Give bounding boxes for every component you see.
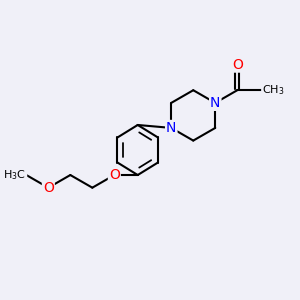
Text: H$_3$C: H$_3$C (3, 168, 26, 182)
Text: N: N (210, 96, 220, 110)
Text: O: O (232, 58, 243, 72)
Text: CH$_3$: CH$_3$ (262, 83, 284, 97)
Text: O: O (43, 181, 54, 195)
Text: O: O (109, 168, 120, 182)
Text: N: N (166, 121, 176, 135)
